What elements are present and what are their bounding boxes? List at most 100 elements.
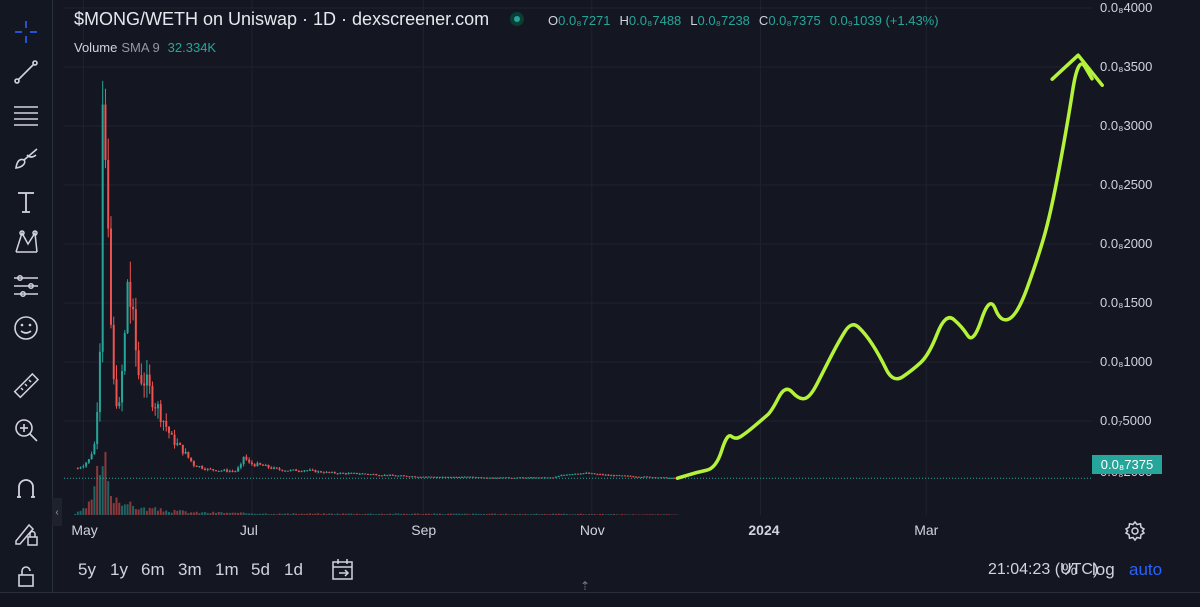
log-toggle[interactable]: log bbox=[1092, 560, 1115, 579]
candle-body bbox=[394, 475, 397, 477]
brush-icon[interactable] bbox=[6, 138, 46, 178]
volume-bar bbox=[209, 513, 212, 515]
volume-bar bbox=[118, 502, 121, 515]
range-3m-button[interactable]: 3m bbox=[178, 560, 202, 579]
range-6m-button[interactable]: 6m bbox=[141, 560, 165, 579]
candle-body bbox=[629, 475, 632, 477]
volume-bar bbox=[87, 501, 90, 515]
text-icon[interactable] bbox=[6, 182, 46, 222]
candle-body bbox=[353, 472, 356, 474]
volume-bar bbox=[303, 513, 306, 515]
percent-toggle[interactable]: % bbox=[1062, 560, 1078, 579]
volume-bar bbox=[510, 514, 513, 515]
volume-bar bbox=[267, 514, 270, 515]
zoom-in-icon[interactable] bbox=[6, 410, 46, 450]
candle-body bbox=[411, 476, 414, 478]
candle-body bbox=[596, 474, 599, 476]
candle-body bbox=[212, 469, 215, 471]
volume-bar bbox=[662, 514, 665, 515]
volume-bar bbox=[148, 507, 151, 515]
candle-body bbox=[270, 467, 273, 469]
volume-bar bbox=[524, 513, 527, 515]
candle-body bbox=[96, 411, 99, 445]
candle-body bbox=[237, 467, 240, 472]
trend-line-icon[interactable] bbox=[6, 52, 46, 92]
candle-body bbox=[328, 471, 331, 473]
candle-body bbox=[585, 472, 588, 474]
volume-bar bbox=[190, 512, 193, 515]
utc-clock[interactable]: 21:04:23 (UTC) bbox=[988, 561, 1099, 578]
candle-body bbox=[632, 476, 635, 478]
pattern-icon[interactable] bbox=[6, 222, 46, 262]
candle-body bbox=[187, 451, 190, 458]
crosshair-icon[interactable] bbox=[6, 12, 46, 52]
candle-body bbox=[300, 471, 303, 473]
volume-bar bbox=[253, 513, 256, 515]
volume-bar bbox=[646, 514, 649, 515]
date-range-icon[interactable] bbox=[330, 557, 356, 588]
volume-bar bbox=[585, 514, 588, 515]
gear-icon[interactable] bbox=[1124, 520, 1146, 542]
volume-bar bbox=[156, 510, 159, 515]
volume-bar bbox=[350, 513, 353, 515]
volume-bar bbox=[496, 514, 499, 515]
volume-bar bbox=[154, 507, 157, 515]
candle-body bbox=[137, 350, 140, 376]
volume-bar bbox=[615, 514, 618, 515]
candle-body bbox=[350, 472, 353, 474]
price-chart[interactable] bbox=[64, 0, 1200, 515]
candle-body bbox=[198, 466, 201, 468]
candle-body bbox=[449, 476, 452, 478]
volume-bar bbox=[632, 514, 635, 515]
candle-body bbox=[530, 477, 533, 479]
volume-bar bbox=[181, 510, 184, 515]
candle-body bbox=[259, 463, 262, 465]
candle-body bbox=[425, 476, 428, 478]
candle-body bbox=[292, 469, 295, 471]
prediction-icon[interactable] bbox=[6, 266, 46, 306]
candle-body bbox=[195, 465, 198, 467]
volume-bar bbox=[234, 512, 237, 515]
volume-bar bbox=[447, 513, 450, 515]
magnet-icon[interactable] bbox=[6, 468, 46, 508]
lock-icon[interactable] bbox=[6, 556, 46, 596]
volume-bar bbox=[668, 514, 671, 515]
range-1y-button[interactable]: 1y bbox=[110, 560, 128, 579]
volume-bar bbox=[132, 505, 135, 515]
candle-body bbox=[416, 476, 419, 478]
volume-bar bbox=[101, 466, 104, 515]
lock-drawings-icon[interactable] bbox=[6, 514, 46, 554]
volume-value: 32.334K bbox=[167, 40, 217, 55]
volume-bar bbox=[140, 507, 143, 515]
candle-body bbox=[444, 476, 447, 478]
volume-bar bbox=[571, 514, 574, 515]
candle-body bbox=[284, 470, 287, 472]
volume-bars bbox=[74, 451, 679, 515]
volume-bar bbox=[134, 509, 137, 515]
ruler-icon[interactable] bbox=[6, 366, 46, 406]
candle-body bbox=[554, 476, 557, 478]
range-5y-button[interactable]: 5y bbox=[78, 560, 96, 579]
low-key: L bbox=[690, 13, 698, 28]
auto-toggle[interactable]: auto bbox=[1129, 560, 1163, 579]
volume-bar bbox=[405, 513, 408, 515]
collapse-toolbar-button[interactable]: ‹ bbox=[52, 498, 62, 526]
candle-body bbox=[320, 471, 322, 473]
volume-bar bbox=[214, 513, 217, 515]
candle-body bbox=[659, 477, 662, 479]
candle-body bbox=[286, 470, 289, 472]
volume-legend[interactable]: Volume SMA 9 32.334K bbox=[74, 40, 216, 55]
range-1d-button[interactable]: 1d bbox=[284, 560, 303, 579]
volume-bar bbox=[419, 514, 422, 515]
range-5d-button[interactable]: 5d bbox=[251, 560, 270, 579]
candle-body bbox=[590, 473, 593, 475]
range-1m-button[interactable]: 1m bbox=[215, 560, 239, 579]
last-price-tag: 0.0₈7375 bbox=[1092, 455, 1162, 474]
price-tick-label: 0.0₈1500 bbox=[1100, 295, 1153, 310]
fib-retracement-icon[interactable] bbox=[6, 96, 46, 136]
volume-bar bbox=[328, 513, 331, 515]
emoji-icon[interactable] bbox=[6, 308, 46, 348]
volume-bar bbox=[300, 513, 303, 515]
volume-bar bbox=[115, 497, 118, 515]
volume-bar bbox=[137, 509, 140, 515]
